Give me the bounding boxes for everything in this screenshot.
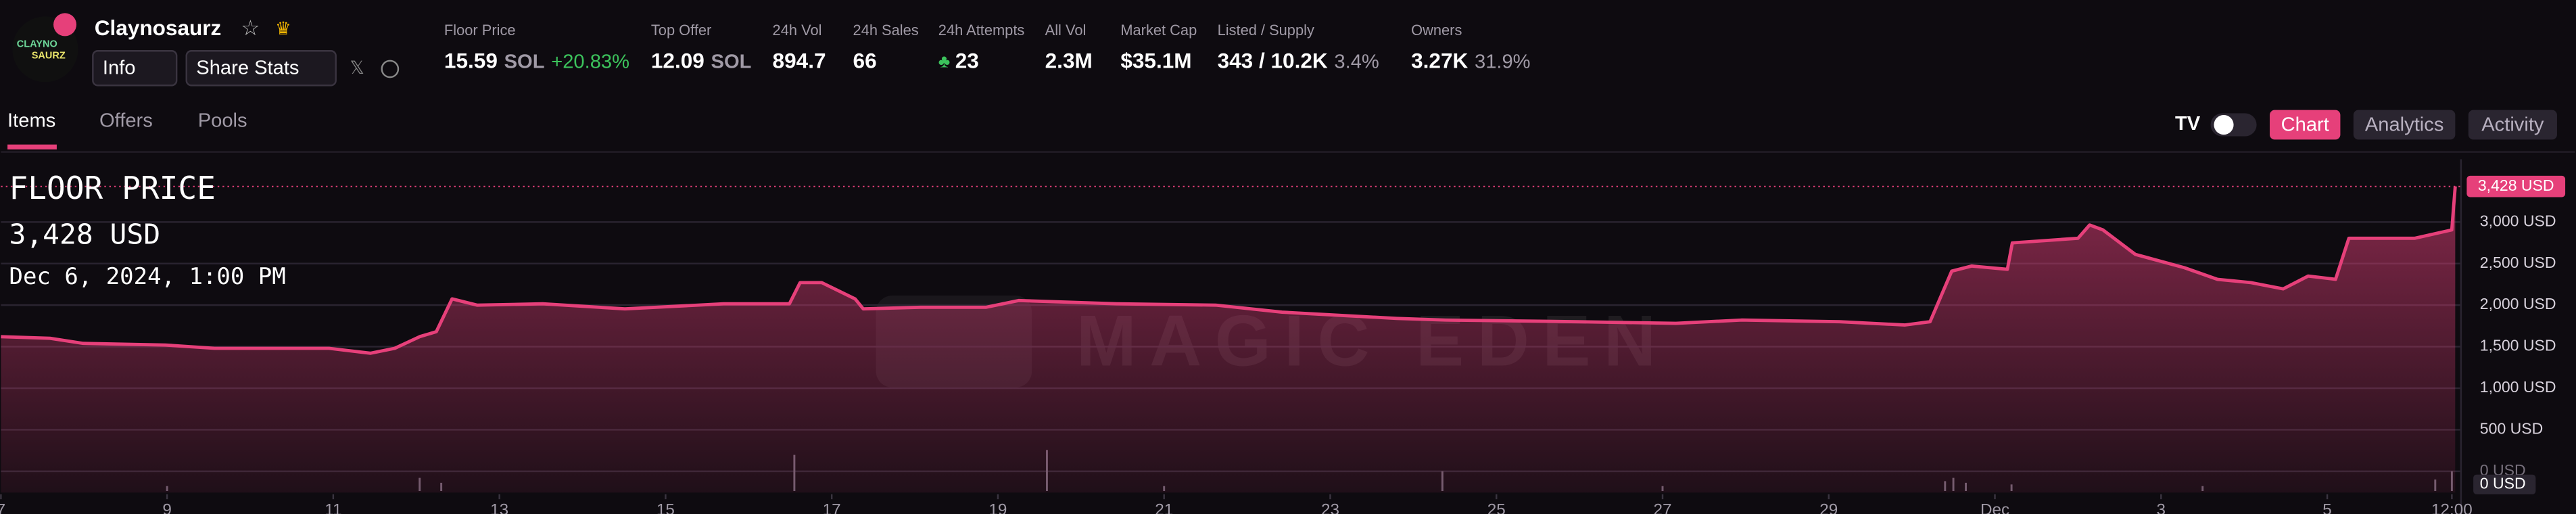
last-price-label: 3,428 USD bbox=[2478, 177, 2554, 194]
x-tick-label: 29 bbox=[1819, 501, 1838, 514]
tab[interactable]: Pools bbox=[198, 110, 247, 131]
stat-label: All Vol bbox=[1045, 22, 1087, 39]
stat-value: 66 bbox=[853, 49, 877, 73]
verified-badge bbox=[53, 13, 77, 37]
stat-label: Top Offer bbox=[651, 22, 711, 39]
x-tick-label: 7 bbox=[0, 501, 5, 514]
stat-value: $35.1M bbox=[1120, 49, 1191, 73]
tabs: Items Offers Pools bbox=[7, 110, 247, 131]
x-tick-label: 27 bbox=[1654, 501, 1672, 514]
price-area bbox=[1, 186, 2456, 493]
logo-text: CLAYNO bbox=[17, 39, 57, 49]
y-tick-label: 1,000 USD bbox=[2480, 378, 2556, 396]
stat-value: 2.3M bbox=[1045, 49, 1093, 73]
view-button-label[interactable]: Analytics bbox=[2365, 114, 2444, 135]
stat-number: $35.1M bbox=[1120, 49, 1191, 73]
tab[interactable]: Items bbox=[7, 110, 55, 131]
x-tick-label: 21 bbox=[1155, 501, 1173, 514]
stat-value: 894.7 bbox=[773, 49, 826, 73]
stats-bar: Floor Price 15.59 SOL +20.83% Top Offer 12.09… bbox=[444, 22, 1531, 73]
stat-number: 2.3M bbox=[1045, 49, 1093, 73]
x-tick-label: 9 bbox=[162, 501, 172, 514]
price-line bbox=[1, 186, 2457, 355]
share-stats-button-label[interactable]: Share Stats bbox=[196, 57, 299, 79]
stat-number: 12.09 bbox=[651, 49, 705, 73]
x-tick-label: 19 bbox=[988, 501, 1007, 514]
y-tick-label: 2,000 USD bbox=[2480, 295, 2556, 312]
last-price-badge bbox=[2466, 175, 2566, 197]
x-tick-label: 23 bbox=[1321, 501, 1339, 514]
crown-icon: ♛ bbox=[275, 18, 291, 39]
stat-label: Market Cap bbox=[1120, 22, 1197, 39]
current-price: 3,428 USD bbox=[9, 218, 160, 251]
stat-label: 24h Sales bbox=[853, 22, 919, 39]
x-tick-label: Dec bbox=[1980, 501, 2009, 514]
stat-unit: SOL bbox=[711, 51, 752, 72]
stat-extra: 3.4% bbox=[1334, 51, 1379, 72]
stat-value: ♣ 23 bbox=[938, 49, 979, 73]
x-tick-label: 25 bbox=[1487, 501, 1506, 514]
stat-label: 24h Attempts bbox=[938, 22, 1025, 39]
stat-number: 3.27K bbox=[1411, 49, 1468, 73]
stat-change: +20.83% bbox=[551, 51, 629, 72]
stat-value: 3.27K 31.9% bbox=[1411, 49, 1530, 73]
x-tick-label: 5 bbox=[2322, 501, 2332, 514]
favorite-star[interactable]: ☆ bbox=[241, 16, 260, 40]
collection-name: Claynosaurz bbox=[95, 16, 222, 40]
stat-number: 66 bbox=[853, 49, 877, 73]
view-button-label[interactable]: Chart bbox=[2281, 114, 2329, 135]
x-tick-label: 13 bbox=[490, 501, 508, 514]
stat-value: 15.59 SOL +20.83% bbox=[444, 49, 629, 73]
x-link[interactable]: 𝕏 bbox=[350, 57, 365, 78]
active-tab-underline bbox=[7, 144, 57, 149]
stat-extra: 31.9% bbox=[1475, 51, 1531, 72]
view-buttons: Chart Analytics Activity bbox=[2270, 110, 2557, 140]
volume-zero-badge bbox=[2473, 474, 2536, 494]
stat-value: 343 / 10.2K 3.4% bbox=[1218, 49, 1379, 73]
stat-label: Owners bbox=[1411, 22, 1462, 39]
y-tick-label: 3,000 USD bbox=[2480, 212, 2556, 229]
tab[interactable]: Offers bbox=[99, 110, 153, 131]
stat-number: 894.7 bbox=[773, 49, 826, 73]
website-link[interactable] bbox=[381, 60, 400, 78]
stat-number: 23 bbox=[955, 49, 979, 73]
x-tick-label: 12:00 bbox=[2431, 501, 2473, 514]
y-tick-label: 2,500 USD bbox=[2480, 254, 2556, 271]
x-tick-label: 17 bbox=[823, 501, 841, 514]
stat-label: Listed / Supply bbox=[1218, 22, 1314, 39]
view-button[interactable] bbox=[2468, 110, 2557, 140]
stat-number: 15.59 bbox=[444, 49, 498, 73]
view-button[interactable] bbox=[2353, 110, 2456, 140]
stat-unit: SOL bbox=[504, 51, 545, 72]
info-button-label[interactable]: Info bbox=[103, 57, 136, 79]
stat-value: 12.09 SOL bbox=[651, 49, 752, 73]
stat-label: 24h Vol bbox=[773, 22, 822, 39]
current-date: Dec 6, 2024, 1:00 PM bbox=[9, 263, 285, 290]
volume-zero-label: 0 USD bbox=[2480, 474, 2526, 492]
y-tick-label: 1,500 USD bbox=[2480, 337, 2556, 354]
theme-toggle-knob[interactable] bbox=[2214, 114, 2234, 135]
x-tick-label: 11 bbox=[325, 501, 341, 514]
view-button-label[interactable]: Activity bbox=[2481, 114, 2544, 135]
clover-icon: ♣ bbox=[938, 51, 955, 71]
stat-number: 343 / 10.2K bbox=[1218, 49, 1328, 73]
tradingview-logo: TV bbox=[2175, 113, 2201, 135]
info-button[interactable] bbox=[92, 50, 178, 87]
x-tick-label: 15 bbox=[657, 501, 675, 514]
logo-text: SAURZ bbox=[32, 50, 66, 61]
y-tick-label: 500 USD bbox=[2480, 420, 2544, 438]
share-stats-button[interactable] bbox=[185, 50, 337, 87]
view-button[interactable] bbox=[2270, 110, 2341, 140]
stat-label: Floor Price bbox=[444, 22, 516, 39]
x-tick-label: 3 bbox=[2157, 501, 2166, 514]
chart-title: FLOOR PRICE bbox=[9, 170, 215, 206]
